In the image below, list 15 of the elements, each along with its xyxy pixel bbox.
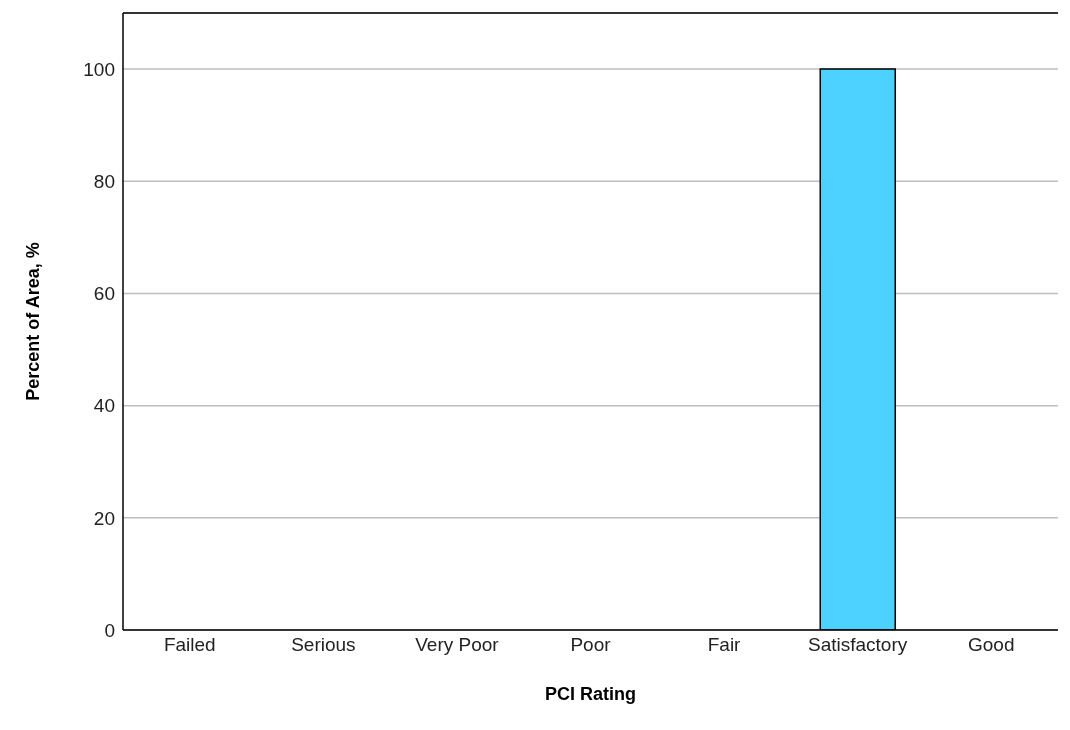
x-tick-label: Good xyxy=(967,634,1015,656)
x-axis-title: PCI Rating xyxy=(544,684,637,704)
y-tick-label: 0 xyxy=(104,619,115,641)
x-tick-label: Poor xyxy=(570,634,612,656)
x-tick-label: Satisfactory xyxy=(808,634,908,656)
y-tick-label: 40 xyxy=(93,395,115,417)
y-tick-label: 60 xyxy=(93,283,115,305)
x-tick-label: Fair xyxy=(707,634,742,656)
x-tick-label: Serious xyxy=(291,634,356,656)
y-tick-label: 20 xyxy=(93,507,115,529)
y-tick-label: 80 xyxy=(93,171,115,193)
y-tick-label: 100 xyxy=(83,58,115,80)
x-tick-label: Very Poor xyxy=(415,634,500,656)
x-tick-label: Failed xyxy=(163,634,216,656)
y-axis-title: Percent of Area, % xyxy=(23,242,44,401)
